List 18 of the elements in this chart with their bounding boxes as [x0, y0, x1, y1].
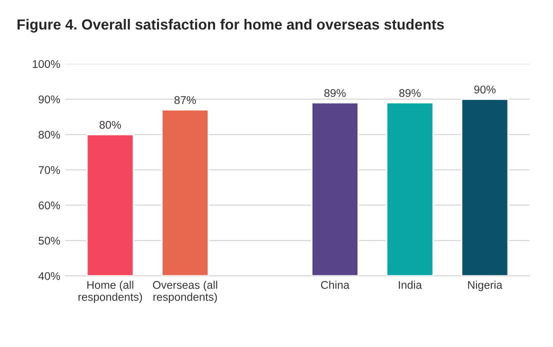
x-tick-label: Home (all respondents) [78, 280, 142, 304]
data-label: 80% [100, 120, 121, 129]
x-tick-label: India [398, 280, 422, 289]
y-tick-label: 40% [38, 272, 60, 280]
y-tick-label: 60% [38, 201, 60, 210]
data-label: 90% [474, 86, 496, 94]
y-tick-label: 80% [38, 130, 60, 139]
x-tick-label: Nigeria [468, 280, 502, 292]
data-label: 87% [174, 96, 196, 104]
x-tick-label: China [321, 280, 350, 289]
chart-title: Figure 4. Overall satisfaction for home and overseas students [18, 18, 444, 33]
data-label: 89% [399, 89, 421, 97]
x-tick-label: Overseas (all respondents) [152, 280, 218, 304]
y-tick-label: 90% [38, 95, 60, 104]
data-label: 89% [324, 89, 346, 97]
y-tick-label: 100% [32, 60, 60, 68]
y-tick-label: 50% [38, 236, 60, 245]
y-tick-label: 70% [38, 166, 60, 174]
